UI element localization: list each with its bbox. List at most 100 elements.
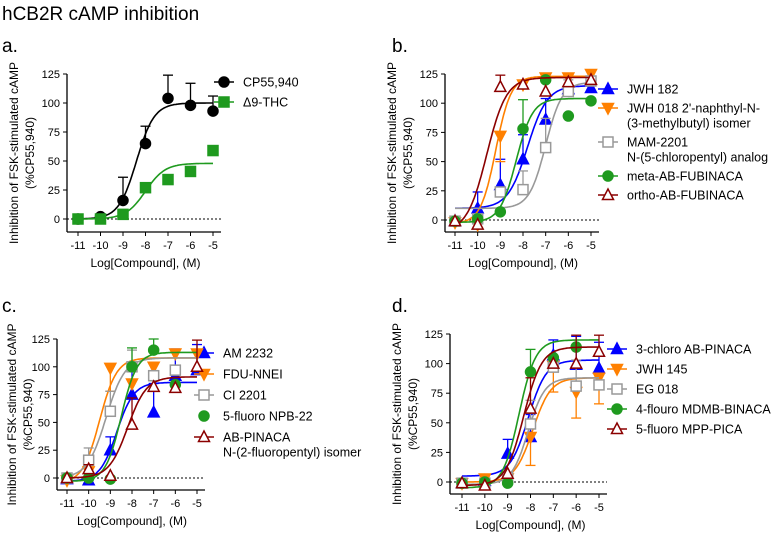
x-tick-label: -10 [81, 498, 97, 510]
legend-entry: ortho-AB-FUBINACA [598, 187, 744, 203]
legend-label: CI 2201 [223, 389, 267, 403]
data-point [494, 206, 507, 218]
legend-marker-triangle-down-icon [610, 363, 624, 377]
x-tick-label: -8 [518, 240, 528, 252]
legend-entry: 4-flouro MDMB-BINACA [607, 403, 771, 417]
data-point [146, 379, 161, 393]
y-tick-label: 75 [48, 127, 60, 139]
data-point [585, 95, 597, 107]
data-point [584, 80, 598, 94]
data-point [126, 361, 138, 373]
panel-d: d. 0 25 50 75 100 125 -11 -10 -9 -8 -7 -6 -5 Log[Compo… [390, 296, 771, 532]
x-tick-label: -10 [93, 240, 109, 252]
legend-entry: CP55,940 [214, 76, 299, 90]
x-tick-label: -7 [541, 240, 551, 252]
x-tick-label: -9 [503, 502, 513, 514]
y-axis-label: Inhibition of FSK-stimulated cAMP [390, 323, 404, 505]
data-point [190, 359, 204, 373]
x-tick-label: -5 [594, 502, 604, 514]
legend-marker-triangle-up-icon [610, 421, 624, 435]
legend-label: AB-PINACA [223, 431, 291, 445]
x-tick-label: -6 [563, 240, 573, 252]
y-tick-label: 125 [32, 334, 50, 346]
legend-entry: JWH 145 [607, 363, 687, 377]
panel-a: a. 0 25 50 75 100 125 -11 -10 -9 -8 -7 -6 -5 Log[Compo… [2, 36, 299, 270]
y-tick-label: 75 [431, 388, 443, 400]
y-axis-label: Inhibition of FSK-stimulated cAMP [385, 62, 399, 244]
x-tick-label: -9 [118, 240, 128, 252]
panel-b: b. 0 25 50 75 100 125 -11 -10 -9 -8 -7 -6 -5 Log[Compo… [385, 36, 768, 270]
legend-marker-triangle-up-icon [601, 81, 615, 95]
data-point [60, 470, 74, 484]
legend-label: EG 018 [636, 383, 678, 397]
data-point [516, 76, 530, 90]
y-axis-label: (%CP55,940) [401, 117, 415, 189]
y-tick-label: 0 [432, 215, 438, 227]
y-tick-label: 125 [425, 329, 443, 341]
x-axis-label: Log[Compound], (M) [90, 256, 200, 270]
legend-marker-triangle-up-icon [610, 341, 624, 355]
data-point [146, 361, 161, 375]
series-5-fluoro-mpp-pica [455, 334, 606, 491]
data-point [562, 110, 575, 122]
data-point [592, 344, 606, 358]
x-tick-label: -7 [163, 240, 173, 252]
y-tick-label: 75 [38, 390, 50, 402]
data-point [147, 344, 160, 356]
data-point [94, 213, 107, 225]
data-point [139, 137, 152, 150]
data-point [524, 418, 537, 430]
legend-label: N-(5-chloropentyl) analog [627, 151, 768, 165]
y-tick-label: 0 [437, 477, 443, 489]
y-axis-label: Inhibition of FSK-stimulated cAMP [5, 323, 19, 505]
data-point [546, 355, 561, 369]
data-point [103, 362, 118, 376]
data-point [593, 379, 605, 391]
legend-label: meta-AB-FUBINACA [627, 170, 744, 184]
panel-letter: b. [392, 36, 408, 57]
data-point [493, 130, 508, 144]
data-point [448, 213, 462, 227]
legend-entry: Δ9-THC [214, 96, 288, 110]
figure-title: hCB2R cAMP inhibition [2, 4, 199, 25]
data-point [500, 466, 515, 479]
legend-marker-circle-icon [602, 170, 614, 182]
legend-entry: 5-fluoro MPP-PICA [607, 421, 743, 437]
legend-entry: meta-AB-FUBINACA [598, 170, 744, 184]
legend-label: N-(2-fluoropentyl) isomer [223, 446, 361, 460]
data-point [168, 380, 183, 394]
x-tick-label: -9 [495, 240, 505, 252]
x-tick-label: -10 [477, 502, 493, 514]
legend-entry: CI 2201 [194, 389, 267, 403]
x-tick-label: -8 [526, 502, 536, 514]
legend-label: ortho-AB-FUBINACA [627, 189, 744, 203]
data-point [562, 85, 575, 98]
data-point [125, 417, 139, 430]
data-point [570, 380, 582, 392]
x-tick-label: -6 [170, 498, 180, 510]
x-tick-label: -7 [548, 502, 558, 514]
x-tick-label: -8 [141, 240, 151, 252]
x-tick-label: -11 [70, 240, 85, 252]
y-axis-label: (%CP55,940) [406, 378, 420, 450]
legend-label: JWH 018 2'-naphthyl-N- [627, 102, 760, 116]
x-tick-label: -11 [447, 240, 462, 252]
data-point [592, 360, 606, 374]
fit-curve [78, 102, 213, 220]
legend-marker-square-icon [611, 383, 623, 395]
data-point [184, 99, 197, 112]
y-tick-label: 125 [420, 69, 438, 81]
data-point [539, 141, 552, 154]
series-ortho-ab-fubinaca [448, 72, 598, 230]
legend-entry: 3-chloro AB-PINACA [607, 341, 752, 357]
x-tick-label: -11 [59, 498, 74, 510]
data-point [169, 364, 182, 376]
x-axis-label: Log[Compound], (M) [77, 514, 187, 528]
data-point [524, 366, 537, 378]
legend-label: 3-chloro AB-PINACA [636, 343, 752, 357]
legend-marker-circle-icon [611, 403, 623, 415]
data-point [72, 213, 84, 225]
data-point [470, 217, 485, 230]
